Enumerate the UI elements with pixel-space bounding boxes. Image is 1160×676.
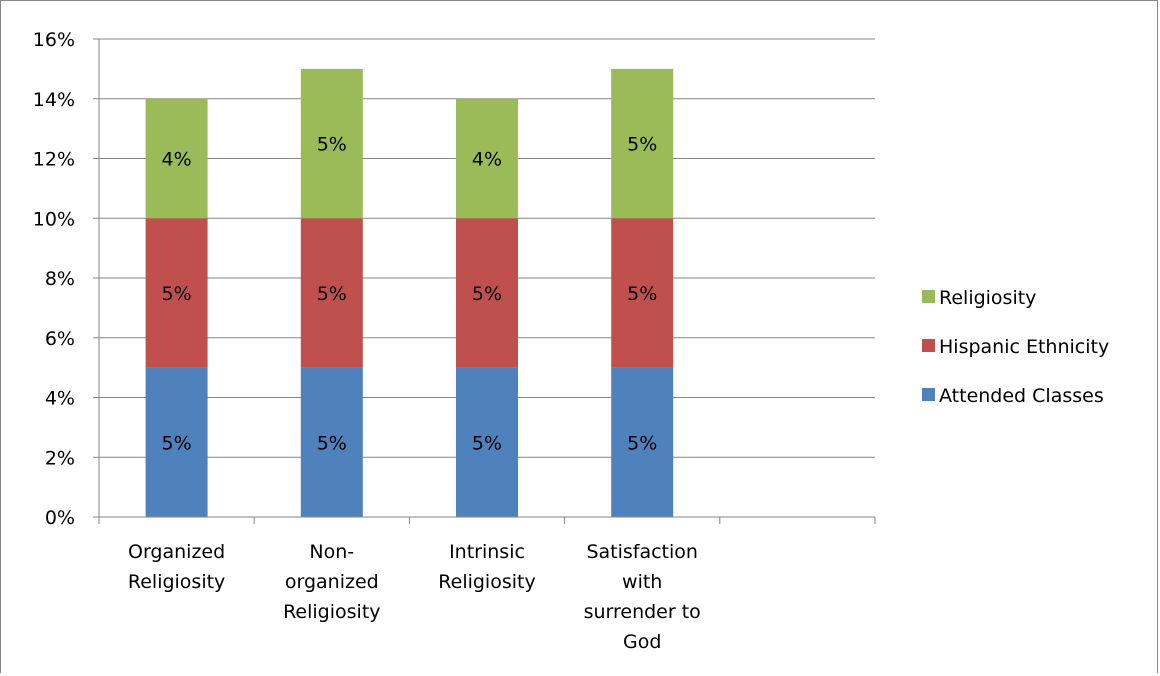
data-label: 5% (162, 283, 192, 305)
data-labels: 5% 5% 4% 5% 5% 5% 5% 5% 4% 5% 5% 5% (162, 134, 658, 455)
y-tick-label: 0% (45, 507, 75, 529)
data-label: 4% (162, 149, 192, 171)
data-label: 5% (317, 283, 347, 305)
y-tick-label: 2% (45, 447, 75, 469)
y-tick-label: 14% (33, 89, 75, 111)
axes: 0% 2% 4% 6% 8% 10% 12% 14% 16% Organized Religiosi… (33, 29, 876, 653)
x-tick-label: Non- (309, 541, 354, 563)
legend-label: Attended Classes (939, 385, 1104, 407)
legend-swatch (922, 388, 935, 401)
y-tick-label: 12% (33, 149, 75, 171)
bar-segment (300, 367, 363, 517)
legend-swatch (922, 290, 935, 303)
legend-swatch (922, 339, 935, 352)
bar-segment (456, 367, 518, 517)
data-label: 5% (472, 283, 502, 305)
data-label: 5% (162, 432, 192, 454)
y-tick-label: 16% (33, 29, 75, 51)
y-tick-label: 8% (45, 268, 75, 290)
x-tick-label: Religiosity (438, 571, 535, 593)
bar-segment (300, 68, 363, 219)
bar-segment (611, 367, 674, 517)
bar-segment (611, 218, 674, 368)
data-label: 5% (317, 134, 347, 156)
data-label: 4% (472, 149, 502, 171)
x-tick-label: Organized (128, 541, 225, 563)
bar-segment (145, 367, 208, 517)
x-tick-label: Satisfaction (586, 541, 698, 563)
x-tick-label: Religiosity (283, 601, 380, 623)
data-label: 5% (627, 283, 657, 305)
y-tick-label: 4% (45, 388, 75, 410)
data-label: 5% (627, 432, 657, 454)
bars (145, 68, 674, 517)
x-tick-label: organized (285, 571, 379, 593)
bar-segment (145, 98, 208, 219)
x-tick-label: surrender to (584, 601, 701, 623)
bar-segment (611, 68, 674, 219)
bar-segment (456, 218, 518, 368)
bar-segment (145, 218, 208, 368)
bar-segment (300, 218, 363, 368)
y-tick-label: 6% (45, 328, 75, 350)
x-tick-label: God (623, 631, 661, 653)
x-tick-label: with (622, 571, 662, 593)
legend-label: Hispanic Ethnicity (939, 336, 1109, 358)
data-label: 5% (627, 134, 657, 156)
legend-label: Religiosity (939, 287, 1036, 309)
x-tick-label: Intrinsic (449, 541, 525, 563)
y-tick-label: 10% (33, 208, 75, 230)
data-label: 5% (317, 432, 347, 454)
bar-segment (456, 98, 518, 219)
data-label: 5% (472, 432, 502, 454)
legend: Religiosity Hispanic Ethnicity Attended Cl… (922, 287, 1109, 407)
x-tick-label: Religiosity (128, 571, 225, 593)
